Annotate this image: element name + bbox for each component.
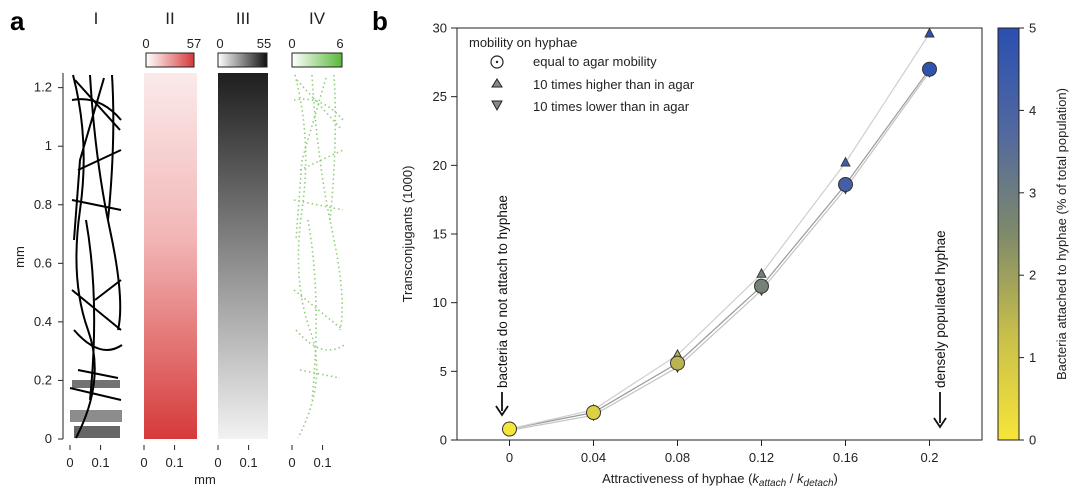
legend-label-circle: equal to agar mobility: [533, 54, 657, 69]
colorbar-tick-label: 2: [1029, 268, 1036, 283]
annotation-left-arrowhead: [495, 405, 509, 417]
panel-a-x-ticks: 0 0.1 0 0.1 0 0.1 0 0.1: [66, 445, 332, 470]
scale-iv-max: 6: [336, 36, 343, 51]
legend-label-triangle-down: 10 times lower than in agar: [533, 99, 690, 114]
annotation-right-text: densely populated hyphae: [933, 230, 948, 388]
x-tick-label: 0.04: [581, 450, 606, 465]
legend-marker-circle-dot: [495, 60, 499, 64]
panel-a-x-tick-label: 0: [214, 455, 221, 470]
y-tick-label: 10: [433, 295, 447, 310]
panel-a-y-tick-label: 0.8: [34, 197, 52, 212]
legend-label-triangle-up: 10 times higher than in agar: [533, 77, 695, 92]
data-point-circle: [502, 421, 517, 437]
panel-a-x-tick-label: 0.1: [314, 455, 332, 470]
legend-title: mobility on hyphae: [469, 35, 577, 50]
colorbar-tick-label: 5: [1029, 21, 1036, 36]
x-tick-label: 0.12: [749, 450, 774, 465]
panel-a-ylabel: mm: [12, 246, 27, 268]
scale-iv-min: 0: [288, 36, 295, 51]
panel-a-y-tick-label: 1.2: [34, 80, 52, 95]
data-point-circle: [670, 355, 685, 371]
x-tick-label: 0: [506, 450, 513, 465]
legend-marker-triangle-down: [491, 100, 503, 112]
panel-a-y-tick-label: 0.2: [34, 372, 52, 387]
annotation-left-text: bacteria do not attach to hyphae: [495, 195, 510, 388]
y-tick-label: 0: [440, 433, 447, 448]
x-tick-label: 0.16: [833, 450, 858, 465]
scale-iii: 0 55: [216, 36, 271, 68]
series-line-triangle-down: [509, 71, 930, 431]
panel-a-x-tick-label: 0: [140, 455, 147, 470]
series-markers: [502, 27, 937, 437]
panel-a-x-tick-label: 0.1: [240, 455, 258, 470]
legend: mobility on hyphae equal to agar mobilit…: [469, 35, 695, 114]
y-tick-label: 15: [433, 227, 447, 242]
colorbar-ticks: 0 1 2 3 4 5: [1019, 21, 1036, 448]
strip-numeral-4: IV: [309, 9, 326, 28]
panel-a-y-tick-label: 0.6: [34, 255, 52, 270]
annotation-left: bacteria do not attach to hyphae: [495, 195, 510, 417]
annotation-right-arrowhead: [933, 417, 947, 429]
scale-iii-min: 0: [216, 36, 223, 51]
colorbar-tick-label: 3: [1029, 185, 1036, 200]
scale-ii: 0 57: [142, 36, 201, 68]
panel-a-x-tick-label: 0.1: [166, 455, 184, 470]
data-point-circle: [922, 61, 937, 77]
series-line-triangle-up: [509, 33, 931, 430]
data-point-triangle-up: [840, 156, 851, 167]
x-axis-ticks: 0 0.04 0.08 0.12 0.16 0.2: [506, 440, 939, 465]
y-axis-ticks: 0 5 10 15 20 25 30: [433, 21, 457, 448]
panel-a-y-tick-label: 1: [45, 138, 52, 153]
panel-b-letter: b: [372, 6, 388, 36]
annotation-right: densely populated hyphae: [933, 230, 948, 429]
panel-a-x-tick-label: 0: [66, 455, 73, 470]
data-point-triangle-up: [756, 267, 767, 278]
data-point-circle: [586, 405, 601, 421]
scale-ii-min: 0: [142, 36, 149, 51]
series-line-circle: [509, 68, 930, 430]
panel-a-x-tick-label: 0: [288, 455, 295, 470]
scale-iii-max: 55: [257, 36, 271, 51]
colorbar-tick-label: 1: [1029, 350, 1036, 365]
y-axis-label: Transconjugants (1000): [400, 166, 415, 303]
scale-ii-max: 57: [187, 36, 201, 51]
panel-a-xlabel: mm: [194, 472, 216, 487]
legend-marker-triangle-up: [491, 78, 503, 88]
strip-iv-green-dots: [292, 73, 345, 439]
x-tick-label: 0.2: [920, 450, 938, 465]
x-axis-label: Attractiveness of hyphae (kattach / kdet…: [602, 471, 838, 489]
panel-a-y-ticks: 0 0.2 0.4 0.6 0.8 1 1.2: [34, 80, 63, 446]
colorbar: [997, 27, 1020, 441]
x-tick-label: 0.08: [665, 450, 690, 465]
data-point-circle: [754, 278, 769, 294]
panel-a-letter: a: [10, 6, 25, 36]
colorbar-tick-label: 0: [1029, 433, 1036, 448]
scale-iv: 0 6: [288, 36, 344, 68]
panel-a-x-tick-label: 0.1: [92, 455, 110, 470]
colorbar-tick-label: 4: [1029, 103, 1036, 118]
panel-a-y-tick-label: 0.4: [34, 314, 52, 329]
strip-i-hyphae-image: [69, 73, 123, 439]
strip-numeral-1: I: [94, 9, 99, 28]
y-tick-label: 30: [433, 21, 447, 36]
data-point-triangle-up: [924, 27, 935, 38]
y-tick-label: 25: [433, 89, 447, 104]
scale-ii-bar: [145, 52, 195, 68]
y-tick-label: 20: [433, 158, 447, 173]
strip-iii-gray-density: [218, 73, 268, 439]
scale-iii-bar: [217, 52, 268, 68]
strip-ii-red-density: [144, 73, 197, 439]
y-tick-label: 5: [440, 364, 447, 379]
colorbar-label: Bacteria attached to hyphae (% of total …: [1054, 88, 1069, 380]
data-point-circle: [838, 177, 853, 193]
panel-a-y-tick-label: 0: [45, 431, 52, 446]
strip-numeral-2: II: [165, 9, 174, 28]
scale-iv-bar: [291, 52, 343, 68]
strip-numeral-3: III: [236, 9, 250, 28]
series-lines: [509, 33, 931, 431]
